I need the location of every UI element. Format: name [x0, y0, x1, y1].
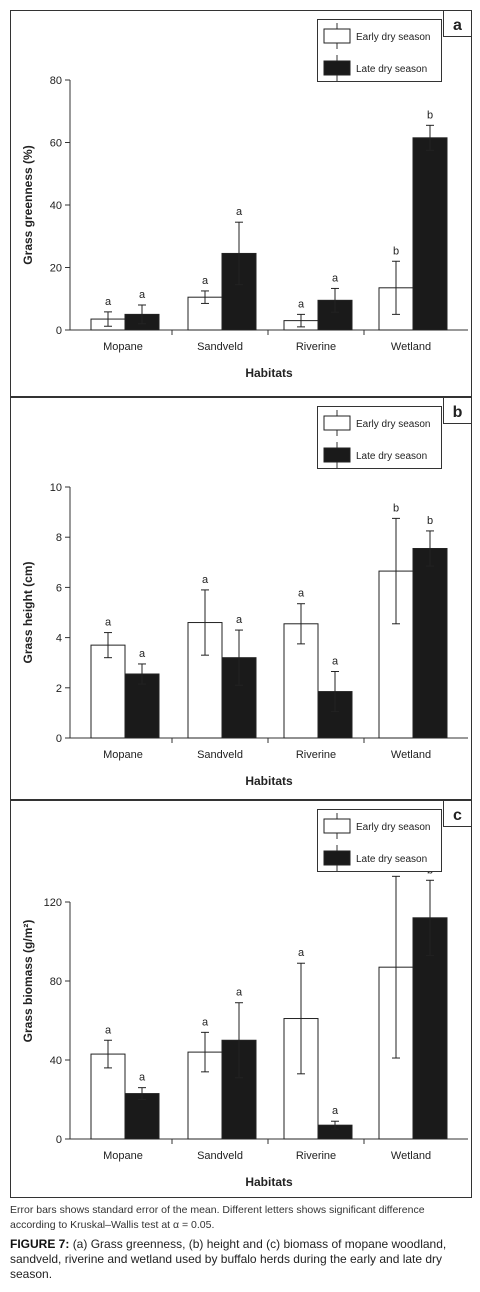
figure-note: Error bars shows standard error of the m…	[10, 1204, 425, 1231]
x-tick-label: Sandveld	[197, 1150, 243, 1162]
y-tick-label: 4	[56, 633, 62, 645]
panel-letter: b	[453, 404, 463, 421]
bar-late	[412, 547, 448, 739]
y-tick-label: 10	[50, 482, 62, 494]
significance-letter: a	[298, 298, 305, 310]
significance-letter: b	[393, 502, 399, 514]
legend-swatch-early	[323, 415, 351, 431]
x-tick-label: Wetland	[391, 1150, 431, 1162]
y-tick-label: 20	[50, 263, 62, 275]
x-tick-label: Riverine	[296, 1150, 336, 1162]
x-tick-label: Riverine	[296, 341, 336, 353]
y-tick-label: 2	[56, 683, 62, 695]
legend-swatch-late	[323, 60, 351, 76]
x-tick-label: Sandveld	[197, 749, 243, 761]
x-tick-label: Mopane	[103, 749, 143, 761]
legend-swatch-early	[323, 818, 351, 834]
significance-letter: a	[236, 614, 243, 626]
panel-letter: a	[453, 17, 462, 34]
x-axis-label: Habitats	[245, 366, 293, 380]
significance-letter: b	[427, 109, 433, 121]
significance-letter: b	[393, 245, 399, 257]
y-axis-label: Grass biomass (g/m²)	[21, 920, 35, 1043]
y-tick-label: 0	[56, 733, 62, 745]
y-tick-label: 8	[56, 532, 62, 544]
y-tick-label: 0	[56, 325, 62, 337]
bar-late	[412, 137, 448, 331]
x-axis-label: Habitats	[245, 774, 293, 788]
legend: Early dry season Late dry season	[317, 406, 442, 469]
legend-swatch-late	[323, 447, 351, 463]
legend-swatch-late	[323, 850, 351, 866]
x-tick-label: Riverine	[296, 749, 336, 761]
legend: Early dry season Late dry season	[317, 19, 442, 82]
legend-label: Late dry season	[356, 451, 427, 462]
legend: Early dry season Late dry season	[317, 809, 442, 872]
legend-swatch-early	[323, 28, 351, 44]
y-axis-label: Grass greenness (%)	[21, 145, 35, 264]
significance-letter: b	[427, 515, 433, 527]
significance-letter: a	[332, 655, 339, 667]
panel-frame	[10, 10, 472, 397]
y-tick-label: 6	[56, 582, 62, 594]
significance-letter: a	[332, 1105, 339, 1117]
significance-letter: a	[202, 1016, 209, 1028]
significance-letter: a	[332, 272, 339, 284]
y-axis-label: Grass height (cm)	[21, 561, 35, 663]
y-tick-label: 0	[56, 1134, 62, 1146]
x-tick-label: Wetland	[391, 341, 431, 353]
legend-label: Late dry season	[356, 64, 427, 75]
x-tick-label: Mopane	[103, 341, 143, 353]
panel-letter-box	[443, 10, 472, 37]
significance-letter: a	[139, 648, 146, 660]
panel-letter-box	[443, 800, 472, 827]
bar-late	[124, 673, 160, 739]
legend-label: Early dry season	[356, 822, 430, 833]
bar-early	[90, 644, 126, 739]
significance-letter: a	[298, 947, 305, 959]
panel-c: c 0 40 80 120 Grass biomass (g/m²) Mopane Sandv…	[10, 800, 472, 1198]
figure-caption: FIGURE 7: (a) Grass greenness, (b) heigh…	[10, 1237, 472, 1282]
significance-letter: a	[202, 574, 209, 586]
x-tick-label: Wetland	[391, 749, 431, 761]
legend-label: Early dry season	[356, 32, 430, 43]
y-tick-label: 60	[50, 138, 62, 150]
y-tick-label: 80	[50, 976, 62, 988]
x-tick-label: Mopane	[103, 1150, 143, 1162]
y-tick-label: 40	[50, 200, 62, 212]
y-tick-label: 40	[50, 1055, 62, 1067]
legend-label: Late dry season	[356, 854, 427, 865]
significance-letter: a	[236, 987, 243, 999]
y-tick-label: 120	[44, 897, 62, 909]
panel-b: b 0 2 4 6 8 10 Grass height (cm) Mopane Sandveld R…	[10, 397, 472, 800]
panel-letter: c	[453, 807, 462, 824]
significance-letter: a	[298, 588, 305, 600]
panel-frame	[10, 800, 472, 1198]
panel-frame	[10, 397, 472, 800]
significance-letter: a	[236, 206, 243, 218]
x-axis-label: Habitats	[245, 1175, 293, 1189]
panel-letter-box	[443, 397, 472, 424]
figure-caption-text: (a) Grass greenness, (b) height and (c) …	[10, 1237, 447, 1281]
x-tick-label: Sandveld	[197, 341, 243, 353]
significance-letter: a	[202, 275, 209, 287]
figure-label: FIGURE 7:	[10, 1237, 70, 1251]
significance-letter: a	[105, 1024, 112, 1036]
legend-label: Early dry season	[356, 419, 430, 430]
significance-letter: a	[139, 1072, 146, 1084]
significance-letter: a	[105, 617, 112, 629]
y-tick-label: 80	[50, 75, 62, 87]
significance-letter: a	[139, 289, 146, 301]
significance-letter: a	[105, 296, 112, 308]
bar-late	[124, 1093, 160, 1140]
panel-a: a 0 20 40 60 80 Grass greenness (%) Mopane Sandv…	[10, 10, 472, 397]
